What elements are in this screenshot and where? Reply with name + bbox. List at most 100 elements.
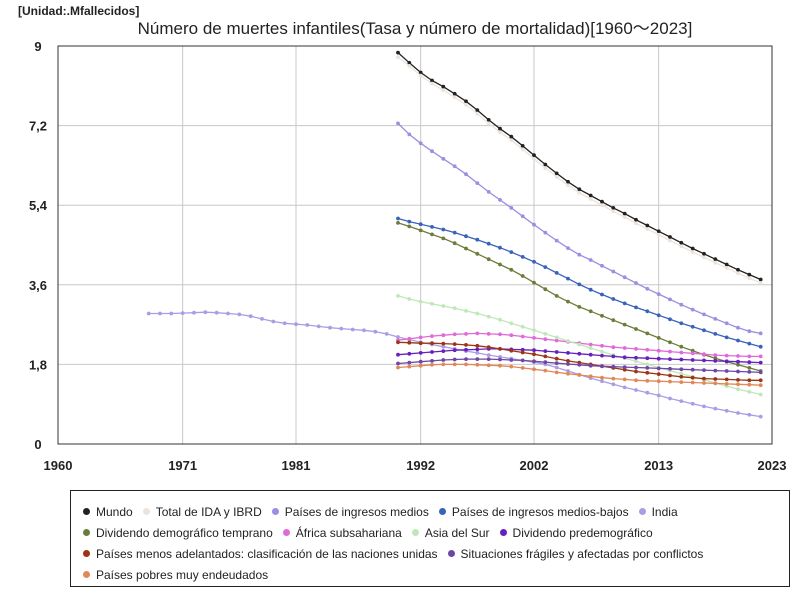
data-point <box>736 378 740 382</box>
data-point <box>702 368 706 372</box>
data-point <box>668 396 672 401</box>
legend-label: África subsahariana <box>295 525 402 540</box>
data-point <box>679 357 684 362</box>
x-tick-label: 1960 <box>44 458 73 473</box>
data-point <box>554 175 559 179</box>
x-tick-label: 1981 <box>282 458 311 473</box>
data-point <box>486 121 491 126</box>
series-países-menos-adelantados-clasificación-de-las-naciones-unidas <box>396 340 763 383</box>
data-point <box>464 246 468 251</box>
data-point <box>464 332 468 336</box>
data-point <box>736 359 740 364</box>
data-point <box>464 362 468 367</box>
data-point <box>622 346 627 350</box>
series-asia-del-sur <box>396 294 763 397</box>
legend-marker-icon <box>282 529 290 536</box>
data-point <box>577 187 582 192</box>
data-point <box>396 335 400 339</box>
data-point <box>452 342 457 346</box>
data-point <box>724 335 729 340</box>
data-point <box>668 349 672 354</box>
data-point <box>452 95 457 100</box>
data-point <box>554 338 559 343</box>
data-point <box>464 343 468 347</box>
data-point <box>192 310 196 315</box>
data-point <box>396 352 400 357</box>
series-total-de-ida-y-ibrd <box>396 55 763 285</box>
data-point <box>418 359 423 364</box>
data-point <box>509 206 514 210</box>
chart-title: Número de muertes infantiles(Tasa y núme… <box>137 19 693 38</box>
data-point <box>543 368 548 373</box>
data-point <box>475 237 480 242</box>
data-point <box>441 304 446 308</box>
data-point <box>758 360 763 365</box>
data-point <box>656 229 661 234</box>
data-point <box>509 364 514 369</box>
data-point <box>316 324 321 329</box>
data-point <box>611 297 616 301</box>
data-point <box>430 81 434 86</box>
data-point <box>588 197 593 201</box>
legend-label: Asia del Sur <box>424 525 490 540</box>
data-point <box>713 381 718 386</box>
data-point <box>668 366 672 371</box>
data-point <box>396 50 400 55</box>
data-point <box>690 246 695 251</box>
data-point <box>248 314 253 319</box>
data-point <box>566 351 570 355</box>
legend-marker-icon <box>83 550 90 557</box>
data-point <box>611 318 616 323</box>
data-point <box>396 221 400 225</box>
data-point <box>713 406 718 411</box>
data-point <box>384 332 389 336</box>
data-point <box>736 369 740 374</box>
data-point <box>747 360 752 365</box>
data-point <box>418 141 423 146</box>
data-point <box>645 362 650 367</box>
data-point <box>566 339 570 343</box>
data-point <box>407 132 412 137</box>
data-point <box>407 336 412 341</box>
data-point <box>747 378 752 383</box>
data-point <box>702 352 706 357</box>
data-point <box>554 171 559 176</box>
series-países-de-ingresos-medios <box>396 121 763 336</box>
data-point <box>441 341 446 346</box>
data-point <box>588 287 593 292</box>
data-point <box>520 255 525 259</box>
legend-marker-icon <box>411 529 419 536</box>
data-point <box>339 326 344 331</box>
data-point <box>588 309 593 314</box>
legend-marker-icon <box>499 529 507 536</box>
data-point <box>577 190 582 195</box>
data-point <box>260 317 264 321</box>
data-point <box>600 199 604 204</box>
data-point <box>611 209 616 214</box>
data-point <box>486 332 491 336</box>
data-point <box>407 60 412 65</box>
plot-frame <box>57 45 773 445</box>
data-point <box>634 365 638 370</box>
legend-label: India <box>651 504 678 519</box>
data-point <box>724 262 729 267</box>
data-point <box>713 368 718 373</box>
grid-lines <box>58 46 772 444</box>
data-point <box>713 257 718 262</box>
data-point <box>543 332 548 336</box>
data-point <box>645 331 650 336</box>
data-point <box>656 292 661 296</box>
data-point <box>282 321 287 326</box>
data-point <box>690 358 695 362</box>
data-point <box>588 352 593 357</box>
data-point <box>486 314 491 319</box>
data-point <box>418 73 423 78</box>
data-point <box>645 378 650 383</box>
data-point <box>350 327 355 332</box>
data-point <box>498 363 502 368</box>
data-point <box>611 354 616 359</box>
data-point <box>713 353 718 357</box>
data-point <box>146 311 151 316</box>
data-point <box>430 359 434 363</box>
data-point <box>543 287 548 292</box>
